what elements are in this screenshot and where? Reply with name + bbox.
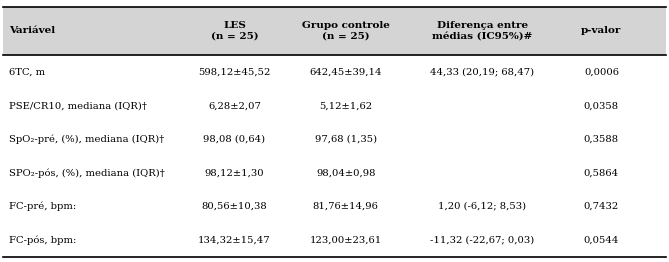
Text: 6TC, m: 6TC, m <box>9 68 45 77</box>
Text: FC-pós, bpm:: FC-pós, bpm: <box>9 235 76 245</box>
Text: FC-pré, bpm:: FC-pré, bpm: <box>9 202 76 211</box>
Text: LES
(n = 25): LES (n = 25) <box>211 21 258 41</box>
Text: 0,3588: 0,3588 <box>584 135 619 144</box>
Text: SPO₂-pós, (%), mediana (IQR)†: SPO₂-pós, (%), mediana (IQR)† <box>9 168 165 178</box>
Text: 97,68 (1,35): 97,68 (1,35) <box>314 135 377 144</box>
Text: p-valor: p-valor <box>581 26 622 35</box>
Text: Variável: Variável <box>9 26 55 35</box>
Text: 44,33 (20,19; 68,47): 44,33 (20,19; 68,47) <box>430 68 535 77</box>
Text: 80,56±10,38: 80,56±10,38 <box>201 202 268 211</box>
Text: 642,45±39,14: 642,45±39,14 <box>310 68 382 77</box>
Text: 598,12±45,52: 598,12±45,52 <box>198 68 271 77</box>
Text: 0,0358: 0,0358 <box>584 101 619 110</box>
Text: 0,0544: 0,0544 <box>584 236 619 244</box>
Text: 0,5864: 0,5864 <box>584 168 619 177</box>
Text: 123,00±23,61: 123,00±23,61 <box>310 236 382 244</box>
Text: 98,04±0,98: 98,04±0,98 <box>316 168 375 177</box>
Text: PSE/CR10, mediana (IQR)†: PSE/CR10, mediana (IQR)† <box>9 101 147 110</box>
Text: 5,12±1,62: 5,12±1,62 <box>319 101 373 110</box>
Text: 81,76±14,96: 81,76±14,96 <box>313 202 379 211</box>
Text: Grupo controle
(n = 25): Grupo controle (n = 25) <box>302 21 390 41</box>
Text: 0,7432: 0,7432 <box>584 202 619 211</box>
Text: 0,0006: 0,0006 <box>584 68 619 77</box>
Text: -11,32 (-22,67; 0,03): -11,32 (-22,67; 0,03) <box>430 236 535 244</box>
Text: 1,20 (-6,12; 8,53): 1,20 (-6,12; 8,53) <box>438 202 527 211</box>
Text: Diferença entre
médias (IC95%)#: Diferença entre médias (IC95%)# <box>432 21 533 41</box>
Text: 134,32±15,47: 134,32±15,47 <box>198 236 271 244</box>
Text: SpO₂-pré, (%), mediana (IQR)†: SpO₂-pré, (%), mediana (IQR)† <box>9 134 164 144</box>
Text: 98,08 (0,64): 98,08 (0,64) <box>203 135 266 144</box>
Text: 6,28±2,07: 6,28±2,07 <box>208 101 261 110</box>
Text: 98,12±1,30: 98,12±1,30 <box>205 168 264 177</box>
